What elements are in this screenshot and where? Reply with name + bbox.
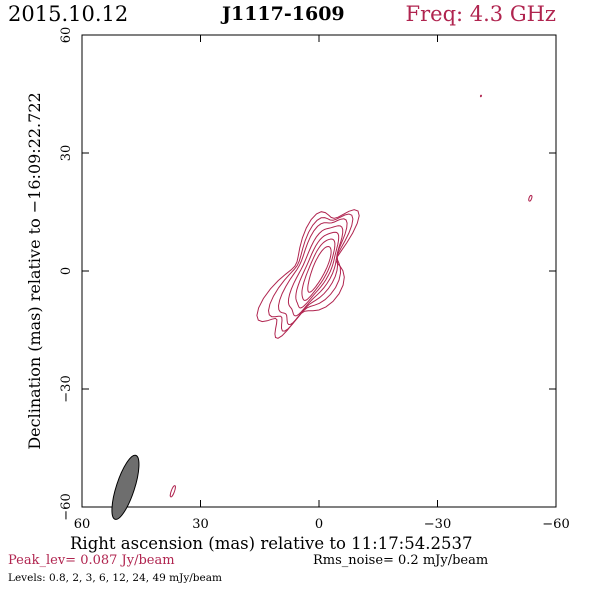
source-name: J1117-1609 [222,3,345,25]
contour-level-5 [295,231,340,309]
x-axis-label: Right ascension (mas) relative to 11:17:… [70,534,473,553]
epoch-date: 2015.10.12 [8,2,129,26]
noise-contour [169,485,176,498]
contour-level-6 [301,238,336,301]
frequency-label: Freq: 4.3 GHz [405,2,556,26]
beam-shape [111,454,140,520]
y-tick-label: −30 [59,375,74,402]
y-tick-label: 60 [59,27,74,44]
contour-level-1 [256,209,360,339]
y-tick-label: 30 [59,145,74,162]
beam-ellipse [111,454,140,520]
x-tick-label: 30 [192,517,209,532]
peak-level: Peak_lev= 0.087 Jy/beam [8,553,175,568]
x-tick-label: 60 [74,517,91,532]
y-axis-label: Declination (mas) relative to −16:09:22.… [25,92,44,449]
contour-set [169,94,533,498]
contour-level-7 [307,245,332,293]
y-tick-label: −60 [59,493,74,520]
rms-noise: Rms_noise= 0.2 mJy/beam [313,553,489,568]
x-tick-label: −60 [542,517,569,532]
plot-frame [81,34,557,508]
contour-level-3 [277,218,348,326]
axis-ticks [81,34,557,508]
contour-levels: Levels: 0.8, 2, 3, 6, 12, 24, 49 mJy/bea… [8,572,222,584]
y-tick-label: 0 [59,267,74,275]
contour-level-4 [287,225,344,317]
noise-contour [479,94,482,98]
noise-contour [528,194,533,202]
x-tick-label: −30 [424,517,451,532]
x-tick-label: 0 [315,517,323,532]
